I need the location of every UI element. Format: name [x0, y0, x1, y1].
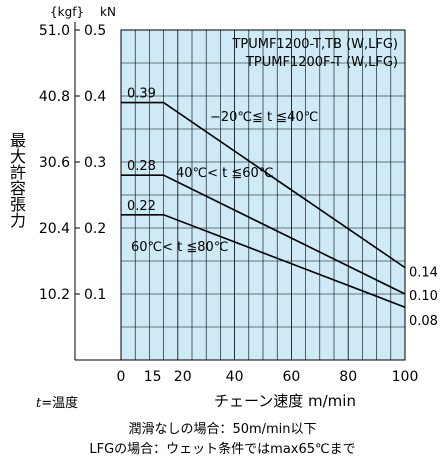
x-tick-label: 0 [117, 369, 126, 385]
y-unit-kn: kN [100, 5, 116, 19]
y-tick-label-kgf: 30.6 [39, 155, 70, 171]
y-tick-label-kgf: 10.2 [39, 287, 70, 303]
x-tick-label: 40 [226, 369, 244, 385]
y-tick-label-kn: 0.4 [84, 89, 106, 105]
x-tick-label: 80 [339, 369, 357, 385]
series-end-label: 0.14 [409, 266, 438, 281]
x-tick-label: 20 [174, 369, 192, 385]
note-lubrication: 潤滑なしの場合：50m/min以下 [128, 422, 317, 437]
y-ticks: 0.1 10.2 0.2 20.4 0.3 30.6 0.4 40.8 0.5 51.0 [39, 23, 107, 303]
series-start-label: 0.28 [127, 159, 156, 174]
series-line [121, 174, 406, 295]
y-tick-label-kn: 0.2 [84, 221, 106, 237]
y-tick-label-kgf: 20.4 [39, 221, 70, 237]
product-label: TPUMF1200F-T (W,LFG) [245, 55, 398, 70]
y-tick-label-kgf: 40.8 [39, 89, 70, 105]
series-line [121, 101, 406, 269]
y-tick-label-kgf: 51.0 [39, 23, 70, 39]
grid [121, 30, 405, 360]
product-labels: TPUMF1200-T,TB (W,LFG) TPUMF1200F-T (W,LF… [231, 37, 398, 70]
series-end-label: 0.10 [409, 289, 438, 304]
x-tick-label: 15 [144, 369, 162, 385]
y-axis-title: 最大許容張力 [7, 132, 26, 228]
x-axis-title: チェーン速度 m/min [214, 392, 356, 410]
x-ticks: 0 15 20 40 60 80 100 [117, 369, 419, 385]
y-tick-label-kn: 0.1 [84, 287, 106, 303]
legend-t: t=温度 [36, 392, 78, 411]
y-tick-label-kn: 0.5 [84, 23, 106, 39]
axis-frame [74, 22, 405, 361]
y-tick-label-kn: 0.3 [84, 155, 106, 171]
series-lines: 0.39 0.14 −20℃≦ t ≦40℃ 0.28 0.10 40℃< t ≦60℃ 0… [121, 87, 438, 329]
note-lfg: LFGの場合：ウェット条件ではmax65℃まで [89, 442, 356, 457]
series-name-label: −20℃≦ t ≦40℃ [210, 110, 318, 125]
series-line [121, 214, 406, 308]
series-name-label: 60℃< t ≦80℃ [131, 240, 228, 255]
legend-t-var: t [36, 396, 42, 411]
y-unit-kgf: {kgf} [50, 5, 84, 19]
legend-t-text: =温度 [41, 396, 79, 411]
x-tick-label: 60 [282, 369, 300, 385]
series-name-label: 40℃< t ≦60℃ [176, 166, 273, 181]
series-start-label: 0.39 [127, 87, 156, 102]
series-end-label: 0.08 [409, 314, 438, 329]
x-tick-label: 100 [392, 369, 419, 385]
series-start-label: 0.22 [127, 199, 156, 214]
product-label: TPUMF1200-T,TB (W,LFG) [231, 37, 398, 52]
